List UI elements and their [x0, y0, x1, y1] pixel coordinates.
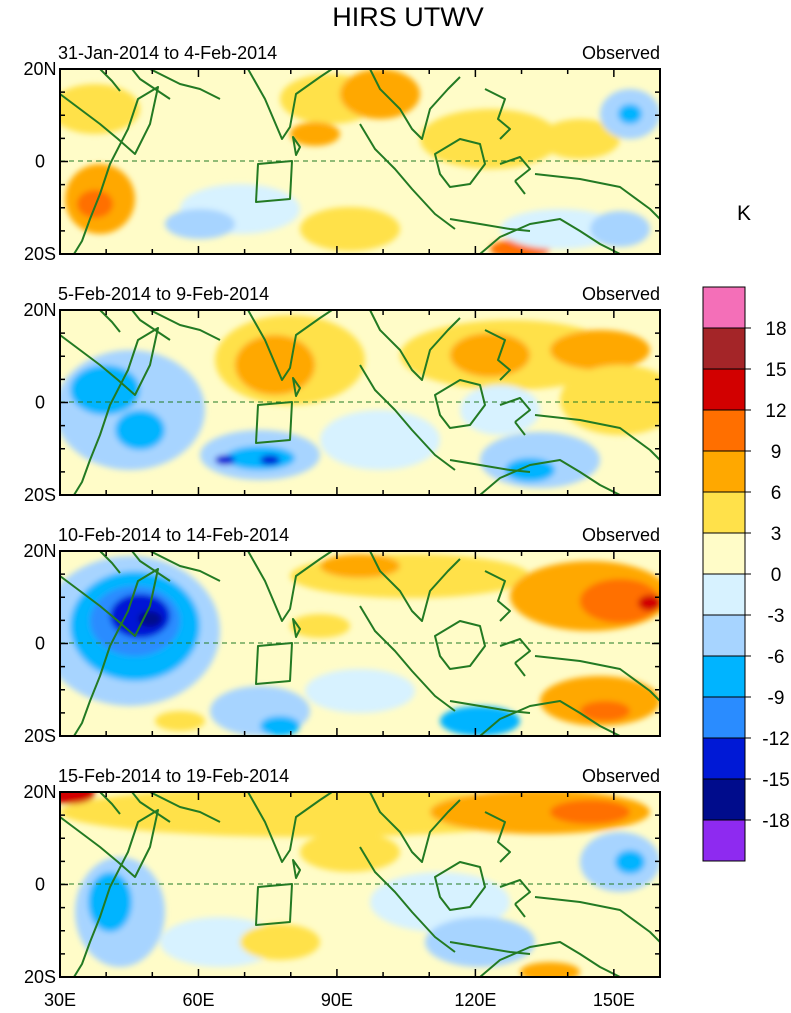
colorbar-swatch	[702, 327, 746, 370]
panel-date-range: 10-Feb-2014 to 14-Feb-2014	[58, 525, 289, 545]
colorbar-label: -15	[762, 770, 789, 791]
lat-label: 0	[35, 875, 45, 895]
panel-tag: Observed	[582, 766, 660, 786]
lat-label: 0	[35, 634, 45, 654]
colorbar-swatch	[702, 368, 746, 411]
lon-label: 60E	[182, 990, 214, 1010]
panels: 31-Jan-2014 to 4-Feb-2014 Observed 20N 0 20S…	[23, 43, 661, 987]
colorbar-swatch	[702, 409, 746, 452]
lat-label: 20S	[24, 967, 56, 987]
anomaly-field	[60, 792, 660, 977]
lat-label: 20S	[24, 244, 56, 264]
colorbar-label: 18	[765, 319, 786, 340]
colorbar-swatch	[702, 819, 746, 862]
colorbar-label: 12	[765, 401, 786, 422]
anomaly-field	[60, 310, 660, 495]
lon-label: 30E	[44, 990, 76, 1010]
panel-tag: Observed	[582, 525, 660, 545]
colorbar-label: -12	[762, 729, 789, 750]
map-panel: 31-Jan-2014 to 4-Feb-2014 Observed 20N 0 20S	[23, 43, 661, 264]
colorbar-label: -6	[768, 647, 785, 668]
colorbar-swatch	[702, 614, 746, 657]
panel-tag: Observed	[582, 284, 660, 304]
panel-date-range: 15-Feb-2014 to 19-Feb-2014	[58, 766, 289, 786]
colorbar-swatch	[702, 532, 746, 575]
colorbar: 18 15 12 9 6 3 0 -3 -6 -9 -12 -15 -18	[702, 286, 790, 862]
colorbar-label: 0	[771, 565, 782, 586]
colorbar-label: 6	[771, 483, 782, 504]
colorbar-label: 15	[765, 360, 786, 381]
colorbar-swatch	[702, 655, 746, 698]
colorbar-swatch	[702, 737, 746, 780]
map-panel: 5-Feb-2014 to 9-Feb-2014 Observed 20N 0 20S	[23, 284, 661, 505]
lat-label: 20S	[24, 726, 56, 746]
lat-label: 0	[35, 393, 45, 413]
panel-date-range: 31-Jan-2014 to 4-Feb-2014	[58, 43, 277, 63]
map-panel: 15-Feb-2014 to 19-Feb-2014 Observed 20N 0 20…	[23, 766, 661, 987]
lat-label: 20N	[23, 541, 56, 561]
lat-label: 20S	[24, 485, 56, 505]
map-panel: 10-Feb-2014 to 14-Feb-2014 Observed 20N 0 20…	[23, 525, 661, 746]
colorbar-swatch	[702, 573, 746, 616]
units-label: K	[737, 202, 751, 225]
lon-label: 90E	[321, 990, 353, 1010]
colorbar-swatch	[702, 696, 746, 739]
lat-label: 0	[35, 152, 45, 172]
panel-tag: Observed	[582, 43, 660, 63]
panel-date-range: 5-Feb-2014 to 9-Feb-2014	[58, 284, 269, 304]
colorbar-label: -18	[762, 811, 789, 832]
anomaly-field	[60, 69, 660, 254]
colorbar-swatch	[702, 286, 746, 329]
colorbar-swatch	[702, 491, 746, 534]
anomaly-field	[60, 551, 660, 736]
colorbar-label: -9	[768, 688, 785, 709]
lon-label: 150E	[593, 990, 635, 1010]
colorbar-swatch	[702, 450, 746, 493]
lat-label: 20N	[23, 782, 56, 802]
colorbar-swatch	[702, 778, 746, 821]
lat-label: 20N	[23, 59, 56, 79]
figure-title: HIRS UTWV	[332, 2, 484, 32]
longitude-axis: 30E 60E 90E 120E 150E	[44, 990, 635, 1010]
colorbar-label: 9	[771, 442, 782, 463]
colorbar-label: -3	[768, 606, 785, 627]
lat-label: 20N	[23, 300, 56, 320]
colorbar-label: 3	[771, 524, 782, 545]
lon-label: 120E	[454, 990, 496, 1010]
